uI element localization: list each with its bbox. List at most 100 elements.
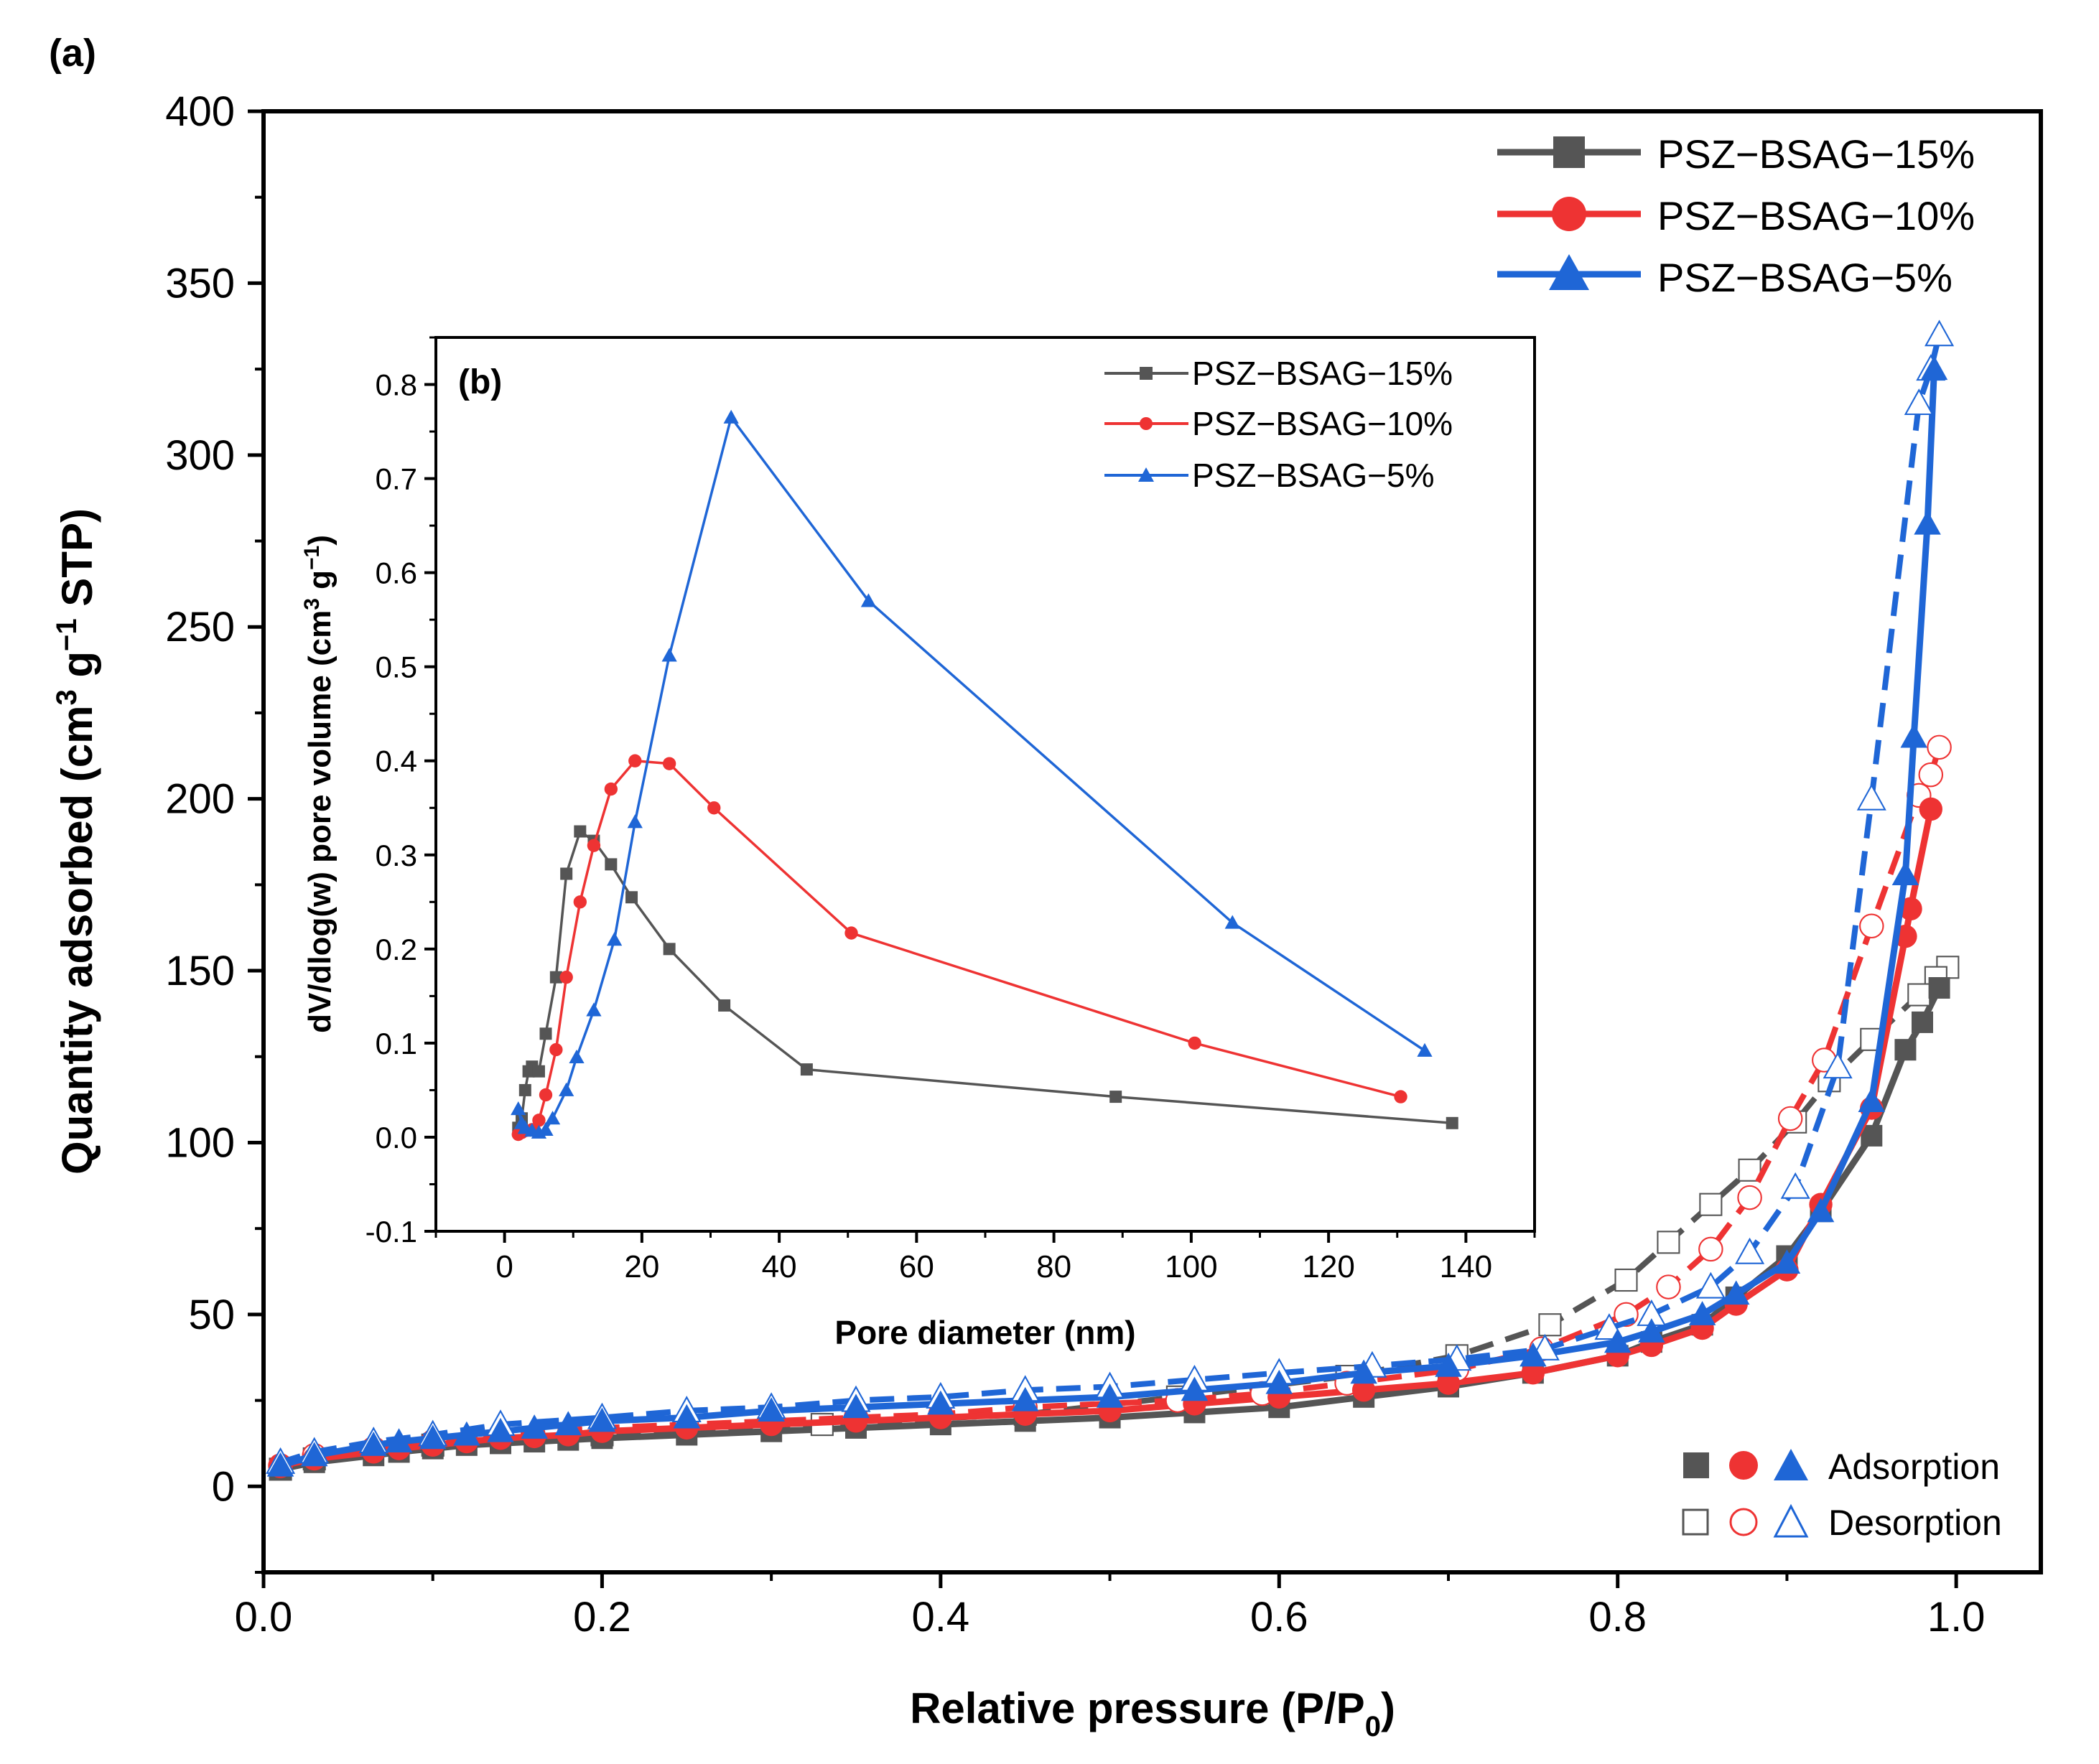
adsorption-point: [1351, 1378, 1376, 1402]
inset-y-tick-label: 0.0: [376, 1121, 417, 1154]
inset-y-tick-label: -0.1: [366, 1215, 417, 1249]
adsorption-point: [487, 1417, 514, 1442]
adsorption-point: [419, 1424, 447, 1450]
panel-a-label: (a): [49, 32, 96, 75]
desorption-point: [1614, 1268, 1638, 1292]
inset-data-point: [1188, 1036, 1201, 1050]
y-tick-label: 0: [212, 1463, 235, 1510]
adsorption-point: [360, 1432, 387, 1456]
adsorption-point: [521, 1414, 548, 1439]
adsorption-point: [1914, 510, 1941, 535]
desorption-point: [1907, 983, 1931, 1007]
adsorption-point: [1900, 723, 1927, 748]
inset-legend-entry-5: PSZ−BSAG−5%: [1104, 457, 1435, 494]
inset-data-point: [569, 1049, 585, 1064]
adsorption-point: [1773, 1249, 1801, 1274]
adsorption-point: [1891, 861, 1919, 885]
inset-data-point: [1446, 1116, 1458, 1129]
inset-legend-label-15: PSZ−BSAG−15%: [1192, 355, 1453, 392]
inset-background: [436, 337, 1535, 1231]
inset-plot-series: [511, 409, 1458, 1142]
desorption-point: [1737, 1185, 1762, 1210]
adsorption-point: [1436, 1371, 1461, 1395]
inset-legend-entry-10: PSZ−BSAG−10%: [1104, 405, 1453, 442]
x-tick-label: 0.6: [1250, 1594, 1308, 1641]
adsorption-point: [1350, 1359, 1377, 1384]
inset-legend-circle-marker: [1140, 417, 1153, 430]
desorption-point: [1538, 1313, 1562, 1337]
adsorption-point: [1519, 1342, 1547, 1367]
main-legend-entry-10: PSZ−BSAG−10%: [1497, 193, 1975, 238]
inset-legend-label-10: PSZ−BSAG−10%: [1192, 405, 1453, 442]
desorption-point: [1735, 1237, 1765, 1264]
adsorption-point: [1265, 1369, 1293, 1394]
x-tick-label: 0.8: [1588, 1594, 1647, 1641]
main-legend-label-15: PSZ−BSAG−15%: [1657, 131, 1975, 177]
inset-y-tick-label: 0.1: [376, 1027, 417, 1060]
inset-legend-square-marker: [1140, 367, 1153, 380]
main-legend-label-5: PSZ−BSAG−5%: [1657, 255, 1953, 300]
inset-data-point: [586, 1002, 602, 1017]
desorption-point: [1695, 1271, 1726, 1299]
legend-square-marker: [1553, 136, 1585, 168]
legend-triangle-marker: [1549, 254, 1589, 290]
desorption-point: [1738, 1158, 1761, 1182]
inset-x-tick-label: 20: [624, 1249, 659, 1284]
inset-data-point: [1394, 1090, 1407, 1103]
adsorption-point: [1688, 1301, 1716, 1325]
inset-data-point: [844, 926, 858, 940]
adsorption-label: Adsorption: [1828, 1447, 2000, 1487]
main-axis-ticks: 0.0 0.2 0.4 0.6 0.8 1.00501001502002503003504…: [165, 88, 1985, 1641]
adsorption-point: [588, 1407, 616, 1432]
desorption-point: [1698, 1236, 1723, 1262]
inset-data-point: [625, 891, 638, 904]
inset-y-axis-label: dV/dlog(w) pore volume (cm3 g−1): [300, 535, 338, 1033]
legend-circle-marker: [1552, 197, 1586, 231]
inset-x-axis-label: Pore diameter (nm): [834, 1314, 1135, 1351]
desorption-point: [1657, 1231, 1680, 1254]
inset-data-point: [628, 754, 642, 767]
adsorption-point: [1604, 1328, 1632, 1353]
adsorption-point: [1894, 1039, 1917, 1061]
inset-data-point: [549, 1042, 563, 1057]
y-tick-label: 200: [165, 776, 235, 823]
adsorption-point: [1807, 1198, 1835, 1223]
desorption-point: [1859, 913, 1884, 939]
inset-data-point: [1109, 1091, 1122, 1103]
desorption-point: [1699, 1193, 1723, 1216]
adsorption-point: [927, 1390, 954, 1415]
adsorption-triangle-icon: [1774, 1449, 1808, 1480]
inset-y-tick-label: 0.7: [376, 462, 417, 496]
adsorption-point: [266, 1452, 294, 1477]
y-tick-label: 50: [188, 1292, 235, 1338]
adsorption-point: [385, 1428, 413, 1453]
desorption-point: [1927, 734, 1952, 760]
y-tick-label: 250: [165, 604, 235, 650]
inset-x-tick-label: 0: [495, 1249, 513, 1284]
inset-data-point: [573, 895, 587, 909]
adsorption-circle-icon: [1729, 1451, 1758, 1480]
adsorption-point: [1722, 1280, 1750, 1305]
desorption-point: [1904, 388, 1934, 416]
inset-data-point: [1224, 915, 1240, 929]
y-tick-label: 100: [165, 1119, 235, 1166]
desorption-triangle-icon: [1773, 1503, 1809, 1538]
desorption-point: [1656, 1274, 1681, 1299]
y-tick-label: 400: [165, 88, 235, 135]
x-tick-label: 0.0: [235, 1594, 293, 1641]
inset-legend: PSZ−BSAG−15% PSZ−BSAG−10% PSZ−BSAG−5%: [1104, 355, 1453, 494]
adsorption-point: [1181, 1376, 1209, 1401]
inset-data-point: [587, 839, 601, 852]
inset-data-point: [800, 1063, 813, 1076]
inset-legend-triangle-marker: [1138, 467, 1154, 482]
adsorption-square-icon: [1683, 1452, 1709, 1478]
inset-data-point: [549, 971, 562, 984]
inset-data-point: [627, 814, 643, 829]
inset-data-point: [707, 801, 721, 815]
y-tick-label: 150: [165, 948, 235, 994]
desorption-point: [1856, 783, 1886, 811]
main-legend-label-10: PSZ−BSAG−10%: [1657, 193, 1975, 238]
main-plot-frame: [261, 109, 2043, 1574]
x-tick-label: 1.0: [1927, 1594, 1986, 1641]
